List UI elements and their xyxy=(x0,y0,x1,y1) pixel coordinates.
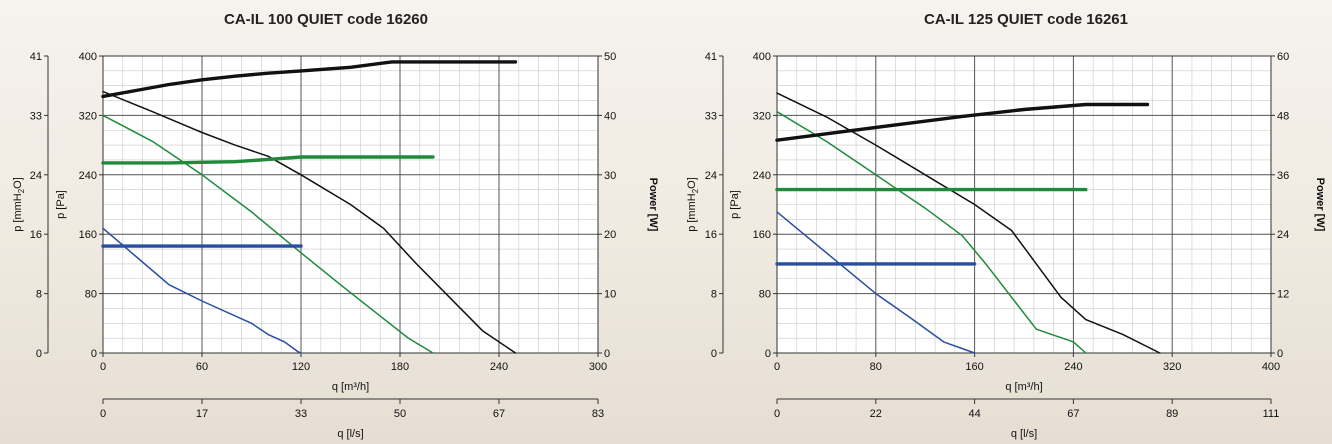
mmh2o-tick-label: 41 xyxy=(30,51,42,63)
mmh2o-tick-label: 8 xyxy=(711,289,717,301)
chart-title: CA-IL 125 QUIET code 16261 xyxy=(924,11,1128,28)
power-tick-label: 60 xyxy=(1277,51,1289,63)
power-axis-label: Power [W] xyxy=(1314,178,1326,232)
power-tick-label: 30 xyxy=(604,170,616,182)
power-line-4 xyxy=(775,102,1150,142)
x-tick-label: 0 xyxy=(100,361,106,373)
pressure-curve-3 xyxy=(776,211,976,354)
mmh2o-label-main: p [mmH xyxy=(686,193,698,232)
mmh2o-tick-label: 0 xyxy=(711,348,717,360)
pa-tick-label: 80 xyxy=(759,289,771,301)
x-tick-label: 240 xyxy=(1064,361,1082,373)
pressure-curve-1 xyxy=(776,92,1161,354)
mmh2o-label-sub: 2 xyxy=(17,188,26,193)
pa-tick-label: 0 xyxy=(91,348,97,360)
pa-tick-label: 0 xyxy=(765,348,771,360)
x-axis-label: q [m³/h] xyxy=(332,381,369,393)
mmh2o-tick-label: 0 xyxy=(36,348,42,360)
pa-tick-label: 160 xyxy=(753,229,771,241)
mmh2o-tick-label: 41 xyxy=(705,51,717,63)
power-tick-label: 0 xyxy=(1277,348,1283,360)
plot-frame xyxy=(776,55,1272,354)
pa-tick-label: 400 xyxy=(79,51,97,63)
x2-tick-label: 44 xyxy=(968,408,980,420)
x2-tick-label: 89 xyxy=(1166,408,1178,420)
pressure-curve-3 xyxy=(102,227,302,354)
x-tick-label: 180 xyxy=(391,361,409,373)
pa-axis-label: p [Pa] xyxy=(729,190,741,219)
x-tick-label: 0 xyxy=(774,361,780,373)
x2-axis-label: q [l/s] xyxy=(1011,428,1037,440)
pa-tick-label: 320 xyxy=(79,110,97,122)
x2-tick-label: 50 xyxy=(394,408,406,420)
power-tick-label: 24 xyxy=(1277,229,1289,241)
x2-tick-label: 0 xyxy=(100,408,106,420)
x-tick-label: 80 xyxy=(870,361,882,373)
power-line-5 xyxy=(101,155,435,165)
power-tick-label: 0 xyxy=(604,348,610,360)
x2-tick-label: 67 xyxy=(493,408,505,420)
plot-frame xyxy=(102,55,599,354)
x-tick-label: 60 xyxy=(196,361,208,373)
mmh2o-label-sub: 2 xyxy=(691,188,700,193)
power-tick-label: 50 xyxy=(604,51,616,63)
x2-tick-label: 22 xyxy=(870,408,882,420)
power-tick-label: 48 xyxy=(1277,110,1289,122)
pa-tick-label: 80 xyxy=(85,289,97,301)
mmh2o-tick-label: 24 xyxy=(30,170,42,182)
mmh2o-axis-label: p [mmH2O] xyxy=(12,177,26,232)
mmh2o-tick-label: 33 xyxy=(30,110,42,122)
power-tick-label: 10 xyxy=(604,289,616,301)
series-group xyxy=(775,92,1161,354)
pa-tick-label: 240 xyxy=(79,170,97,182)
mmh2o-axis-label: p [mmH2O] xyxy=(686,177,700,232)
mmh2o-tick-label: 33 xyxy=(705,110,717,122)
mmh2o-tick-label: 8 xyxy=(36,289,42,301)
pressure-curve-2 xyxy=(776,110,1087,354)
x-tick-label: 240 xyxy=(490,361,508,373)
power-tick-label: 40 xyxy=(604,110,616,122)
x-tick-label: 160 xyxy=(965,361,983,373)
pa-tick-label: 240 xyxy=(753,170,771,182)
x2-tick-label: 83 xyxy=(592,408,604,420)
pressure-curve-1 xyxy=(102,90,517,354)
x2-tick-label: 111 xyxy=(1263,408,1280,420)
power-axis-label: Power [W] xyxy=(647,178,659,232)
x2-tick-label: 0 xyxy=(774,408,780,420)
power-tick-label: 36 xyxy=(1277,170,1289,182)
mmh2o-tick-label: 16 xyxy=(30,229,42,241)
x-axis-label: q [m³/h] xyxy=(1005,381,1042,393)
x-tick-label: 400 xyxy=(1262,361,1280,373)
major-grid xyxy=(777,56,1271,353)
pressure-curve-2 xyxy=(102,114,434,354)
mmh2o-tick-label: 24 xyxy=(705,170,717,182)
pa-tick-label: 400 xyxy=(753,51,771,63)
mmh2o-tick-label: 16 xyxy=(705,229,717,241)
pa-tick-label: 160 xyxy=(79,229,97,241)
chart-title: CA-IL 100 QUIET code 16260 xyxy=(224,11,428,28)
x-tick-label: 120 xyxy=(292,361,310,373)
x2-tick-label: 17 xyxy=(196,408,208,420)
mmh2o-label-end: O] xyxy=(12,177,24,189)
pa-tick-label: 320 xyxy=(753,110,771,122)
power-tick-label: 20 xyxy=(604,229,616,241)
mmh2o-label-end: O] xyxy=(686,177,698,189)
pa-axis-label: p [Pa] xyxy=(55,190,67,219)
power-tick-label: 12 xyxy=(1277,289,1289,301)
x2-tick-label: 33 xyxy=(295,408,307,420)
series-group xyxy=(101,60,518,354)
power-line-4 xyxy=(101,60,518,99)
x-tick-label: 320 xyxy=(1163,361,1181,373)
x-tick-label: 300 xyxy=(589,361,607,373)
x2-tick-label: 67 xyxy=(1067,408,1079,420)
minor-grid xyxy=(777,56,1271,353)
x2-axis-label: q [l/s] xyxy=(337,428,363,440)
mmh2o-label-main: p [mmH xyxy=(12,193,24,232)
